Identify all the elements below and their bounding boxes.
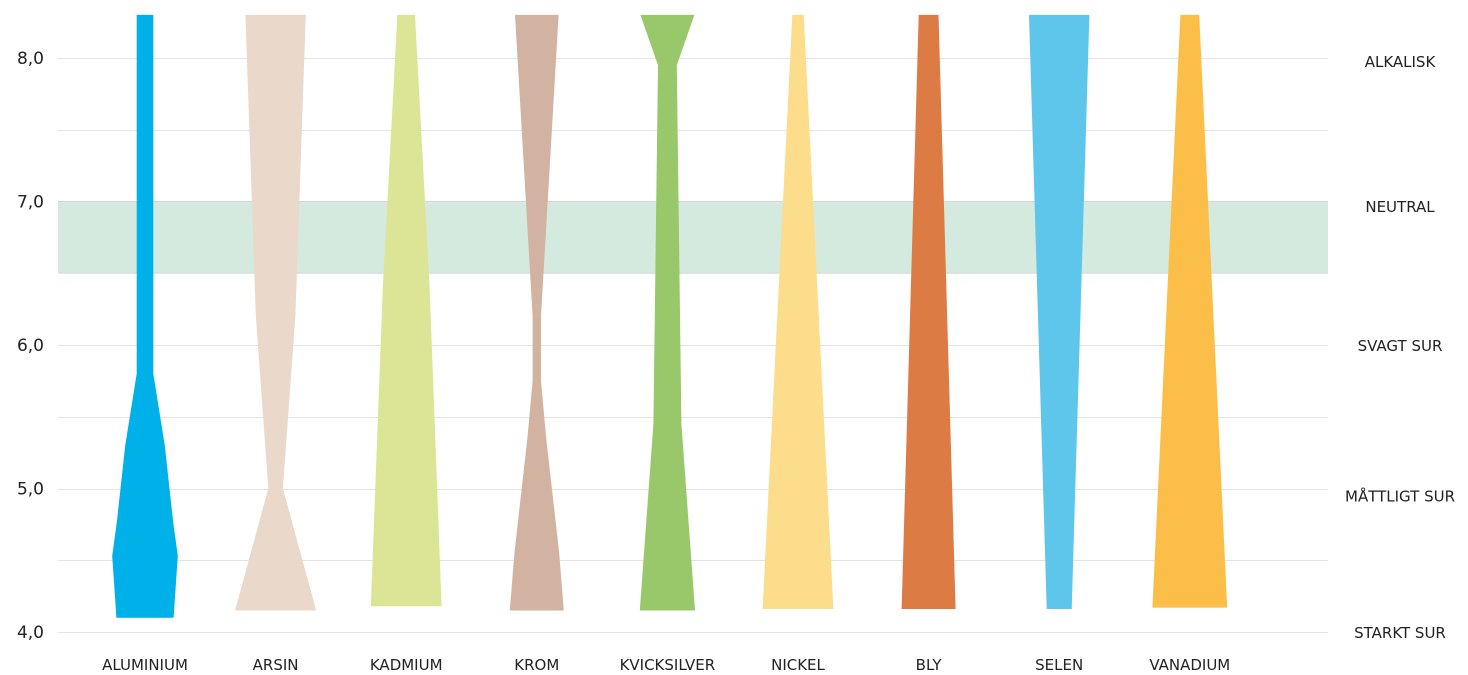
zone-label: SVAGT SUR <box>1358 337 1443 355</box>
metal-shape-aluminium <box>112 14 178 618</box>
category-label: KROM <box>514 656 559 674</box>
neutral-band <box>58 201 1328 274</box>
metal-shape-kvicksilver <box>639 14 695 611</box>
metal-shape-krom <box>509 14 564 611</box>
y-tick-label: 4,0 <box>17 623 44 643</box>
category-label: SELEN <box>1035 656 1083 674</box>
metal-shape-nickel <box>762 14 834 609</box>
zone-label: NEUTRAL <box>1365 198 1435 216</box>
zone-label: STARKT SUR <box>1354 624 1446 642</box>
category-label: KVICKSILVER <box>620 656 716 674</box>
category-label: NICKEL <box>771 656 825 674</box>
category-label: KADMIUM <box>370 656 443 674</box>
metal-shape-vanadium <box>1152 14 1228 608</box>
category-label: BLY <box>916 656 943 674</box>
metal-shape-selen <box>1029 14 1090 609</box>
zone-label: MÅTTLIGT SUR <box>1345 487 1455 506</box>
category-label: ARSIN <box>253 656 299 674</box>
y-tick-label: 7,0 <box>17 193 44 213</box>
category-label: ALUMINIUM <box>102 656 188 674</box>
category-label: VANADIUM <box>1149 656 1230 674</box>
zone-label: ALKALISK <box>1365 53 1437 71</box>
y-tick-label: 5,0 <box>17 480 44 500</box>
y-tick-label: 6,0 <box>17 336 44 356</box>
y-tick-label: 8,0 <box>17 49 44 69</box>
metal-shape-kadmium <box>370 14 442 607</box>
metal-shape-arsin <box>235 14 317 611</box>
metal-shape-bly <box>901 14 956 609</box>
